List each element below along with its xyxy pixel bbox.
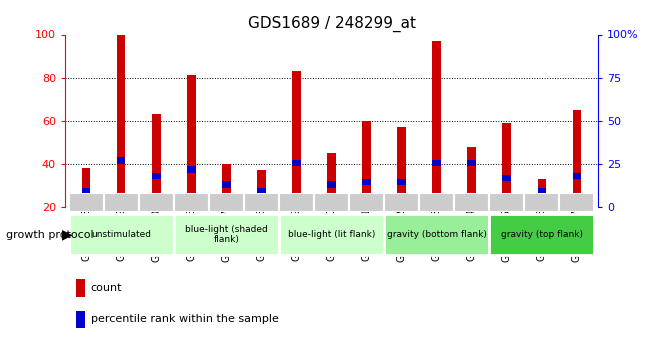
- Bar: [117, 157, 125, 164]
- Text: unstimulated: unstimulated: [91, 230, 151, 239]
- FancyBboxPatch shape: [489, 214, 595, 255]
- Bar: [349, 193, 384, 212]
- Bar: [75, 310, 85, 328]
- FancyBboxPatch shape: [68, 214, 174, 255]
- FancyBboxPatch shape: [174, 214, 279, 255]
- Bar: [432, 159, 441, 166]
- Bar: [222, 181, 231, 188]
- Text: blue-light (shaded
flank): blue-light (shaded flank): [185, 225, 268, 244]
- Bar: [279, 193, 314, 212]
- Bar: [187, 166, 196, 172]
- Bar: [187, 76, 196, 207]
- Text: count: count: [90, 284, 122, 293]
- Bar: [502, 123, 511, 207]
- Bar: [538, 179, 546, 207]
- Bar: [174, 193, 209, 212]
- Bar: [573, 172, 581, 179]
- Bar: [103, 193, 138, 212]
- FancyBboxPatch shape: [279, 214, 384, 255]
- Bar: [467, 159, 476, 166]
- Bar: [432, 41, 441, 207]
- Bar: [384, 193, 419, 212]
- Bar: [502, 175, 511, 181]
- Bar: [222, 164, 231, 207]
- Bar: [419, 193, 454, 212]
- Bar: [82, 168, 90, 207]
- Text: percentile rank within the sample: percentile rank within the sample: [90, 314, 278, 324]
- Bar: [138, 193, 174, 212]
- Text: ▶: ▶: [62, 228, 72, 242]
- Bar: [152, 172, 161, 179]
- Bar: [292, 159, 301, 166]
- Bar: [489, 193, 525, 212]
- Bar: [327, 181, 336, 188]
- Bar: [244, 193, 279, 212]
- Bar: [82, 188, 90, 194]
- Bar: [292, 71, 301, 207]
- Bar: [117, 34, 125, 207]
- Bar: [397, 179, 406, 186]
- Bar: [327, 153, 336, 207]
- Bar: [454, 193, 489, 212]
- FancyBboxPatch shape: [384, 214, 489, 255]
- Bar: [362, 179, 371, 186]
- Text: gravity (bottom flank): gravity (bottom flank): [387, 230, 487, 239]
- Bar: [362, 121, 371, 207]
- Bar: [75, 279, 85, 297]
- Bar: [209, 193, 244, 212]
- Bar: [257, 170, 266, 207]
- Bar: [525, 193, 560, 212]
- Bar: [397, 127, 406, 207]
- Text: gravity (top flank): gravity (top flank): [501, 230, 583, 239]
- Bar: [538, 188, 546, 194]
- Bar: [467, 147, 476, 207]
- Bar: [314, 193, 349, 212]
- Bar: [560, 193, 595, 212]
- Bar: [573, 110, 581, 207]
- Bar: [257, 188, 266, 194]
- Bar: [152, 114, 161, 207]
- Text: growth protocol: growth protocol: [6, 230, 94, 239]
- Bar: [68, 193, 103, 212]
- Text: blue-light (lit flank): blue-light (lit flank): [288, 230, 375, 239]
- Title: GDS1689 / 248299_at: GDS1689 / 248299_at: [248, 16, 415, 32]
